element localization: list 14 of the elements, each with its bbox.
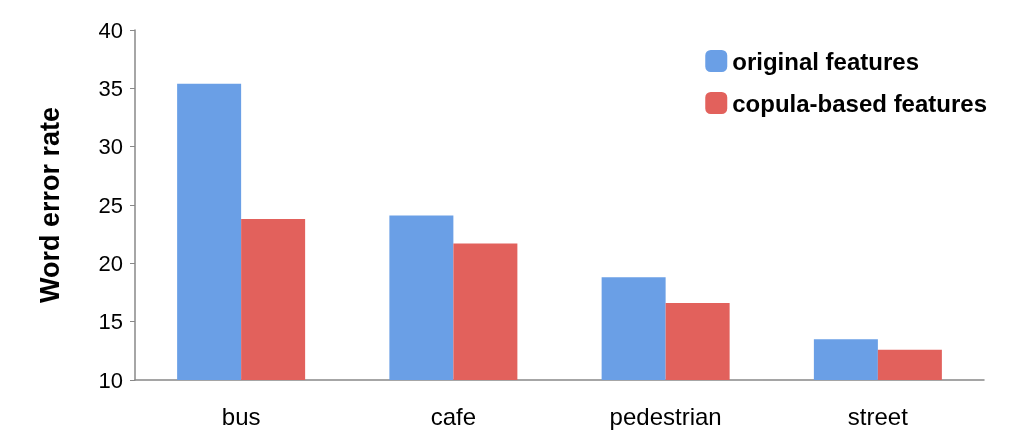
y-tick-label: 10	[98, 367, 123, 393]
y-tick-label: 30	[98, 134, 123, 160]
legend-label: original features	[732, 47, 919, 75]
y-tick-label: 35	[98, 75, 123, 101]
y-tick-label: 40	[98, 17, 123, 43]
y-axis-title: Word error rate	[34, 106, 65, 304]
y-tick-label: 20	[98, 250, 123, 276]
y-tick-label: 15	[98, 309, 123, 335]
x-tick-label: street	[847, 402, 909, 430]
legend-label: copula-based features	[732, 89, 988, 117]
x-tick-label: cafe	[430, 402, 477, 430]
y-tick-label: 25	[98, 192, 123, 218]
x-tick-label: bus	[221, 402, 261, 430]
x-tick-label: pedestrian	[609, 402, 722, 430]
